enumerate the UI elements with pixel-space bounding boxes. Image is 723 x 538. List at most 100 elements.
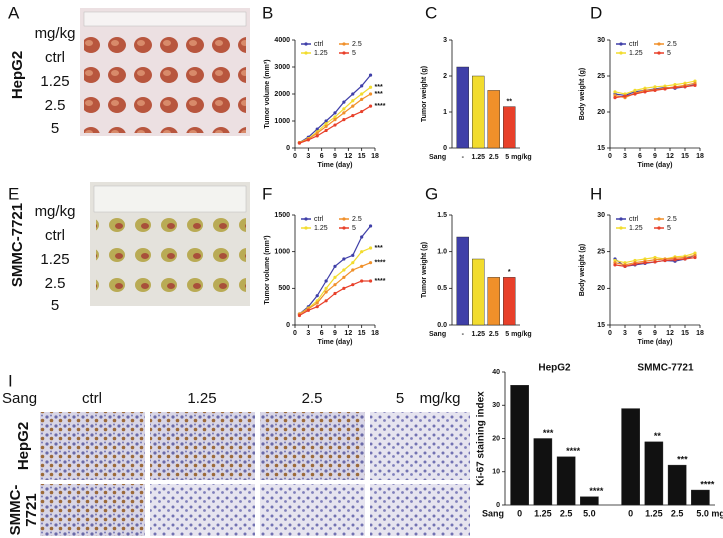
group-label: SMMC-7721 <box>637 363 694 374</box>
legend-label: ctrl <box>629 41 639 48</box>
bar <box>456 236 469 326</box>
point <box>368 104 373 108</box>
x-tick-label: 15 <box>358 153 366 160</box>
x-tick-label: 18 <box>696 330 704 337</box>
x-axis-title: Time (day) <box>638 162 673 169</box>
bar <box>510 385 529 506</box>
legend-marker <box>342 51 346 55</box>
x-tick-label: 2.5 <box>489 154 499 161</box>
legend-label: 1.25 <box>629 225 643 232</box>
point <box>342 286 346 290</box>
point <box>333 123 337 127</box>
y-tick-label: 30 <box>492 402 500 409</box>
point <box>333 283 337 287</box>
dose-label: ctrl <box>45 49 65 66</box>
bar <box>644 441 664 506</box>
point <box>653 258 657 262</box>
point <box>613 96 617 100</box>
panel-label: F <box>262 184 272 203</box>
point <box>368 73 373 77</box>
panel-label: G <box>425 184 438 203</box>
point <box>360 92 364 96</box>
series-line <box>299 86 371 144</box>
legend-label: 5 <box>352 225 356 232</box>
ihc-column: 2.5 <box>302 390 323 407</box>
point <box>653 260 657 264</box>
point <box>297 313 302 318</box>
dose-label: ctrl <box>45 227 65 244</box>
point <box>360 84 364 88</box>
y-tick-label: 0 <box>443 145 447 152</box>
x-tick-label: 0 <box>628 508 633 518</box>
point <box>342 275 346 279</box>
bar <box>621 408 640 506</box>
x-tick-label: 5.0 mg/kg <box>696 508 723 518</box>
x-tick-label: 3 <box>306 330 310 337</box>
point <box>633 258 637 263</box>
point <box>368 261 373 265</box>
point <box>297 141 302 145</box>
point <box>368 246 373 250</box>
legend-marker <box>342 226 346 230</box>
point <box>324 299 328 303</box>
x-tick-label: 2.5 <box>560 508 573 518</box>
panel-label: I <box>8 371 13 390</box>
significance: **** <box>589 486 604 496</box>
legend-label: ctrl <box>314 41 324 48</box>
point <box>360 235 364 239</box>
x-tick-label: 6 <box>638 330 642 337</box>
point <box>613 261 617 265</box>
point <box>613 90 617 94</box>
legend-label: 5 <box>667 225 671 232</box>
significance: *** <box>375 84 383 91</box>
tumors <box>84 33 246 133</box>
significance: *** <box>375 245 383 252</box>
bar <box>503 277 516 326</box>
cell-line-label: SMMC-7721 <box>9 203 26 287</box>
point <box>613 258 617 263</box>
point <box>324 128 328 133</box>
y-tick-label: 3000 <box>274 64 290 71</box>
point <box>653 88 657 92</box>
x-tick-label: 3 <box>623 153 627 160</box>
legend-marker <box>304 51 308 55</box>
tumors <box>96 218 246 304</box>
bar <box>580 496 599 506</box>
y-tick-label: 1000 <box>274 249 290 256</box>
point <box>351 114 355 118</box>
significance: *** <box>677 454 688 464</box>
cell-line-label: HepG2 <box>9 51 26 99</box>
legend-label: 5 <box>667 50 671 57</box>
bar <box>487 90 500 149</box>
x-axis-title: Sang <box>429 154 446 161</box>
point <box>693 255 697 260</box>
bar <box>472 75 485 149</box>
y-tick-label: 15 <box>597 145 605 152</box>
point <box>351 253 355 257</box>
ihc-image <box>370 412 470 480</box>
x-tick-label: - <box>462 154 465 161</box>
legend-marker <box>619 217 623 221</box>
ihc-row: HepG2 <box>15 422 32 470</box>
point <box>663 87 667 91</box>
legend-marker <box>619 51 623 55</box>
dose-label: 5 <box>51 120 59 137</box>
x-tick-label: 9 <box>653 153 657 160</box>
y-tick-label: 30 <box>597 37 605 44</box>
unit-label: mg/kg <box>35 25 76 42</box>
point <box>683 85 687 89</box>
unit-label: mg/kg <box>35 203 76 220</box>
y-tick-label: 2000 <box>274 91 290 98</box>
x-axis-title: Time (day) <box>638 339 673 346</box>
y-axis-title: Tumor volume (mm³) <box>264 59 271 128</box>
y-axis-title: Ki-67 staining index <box>476 391 487 486</box>
point <box>324 290 328 294</box>
legend-label: 2.5 <box>352 41 362 48</box>
bar <box>456 66 469 149</box>
point <box>368 224 373 228</box>
x-tick-label: 12 <box>344 153 352 160</box>
y-tick-label: 30 <box>597 212 605 219</box>
point <box>315 127 319 131</box>
point <box>368 92 373 96</box>
